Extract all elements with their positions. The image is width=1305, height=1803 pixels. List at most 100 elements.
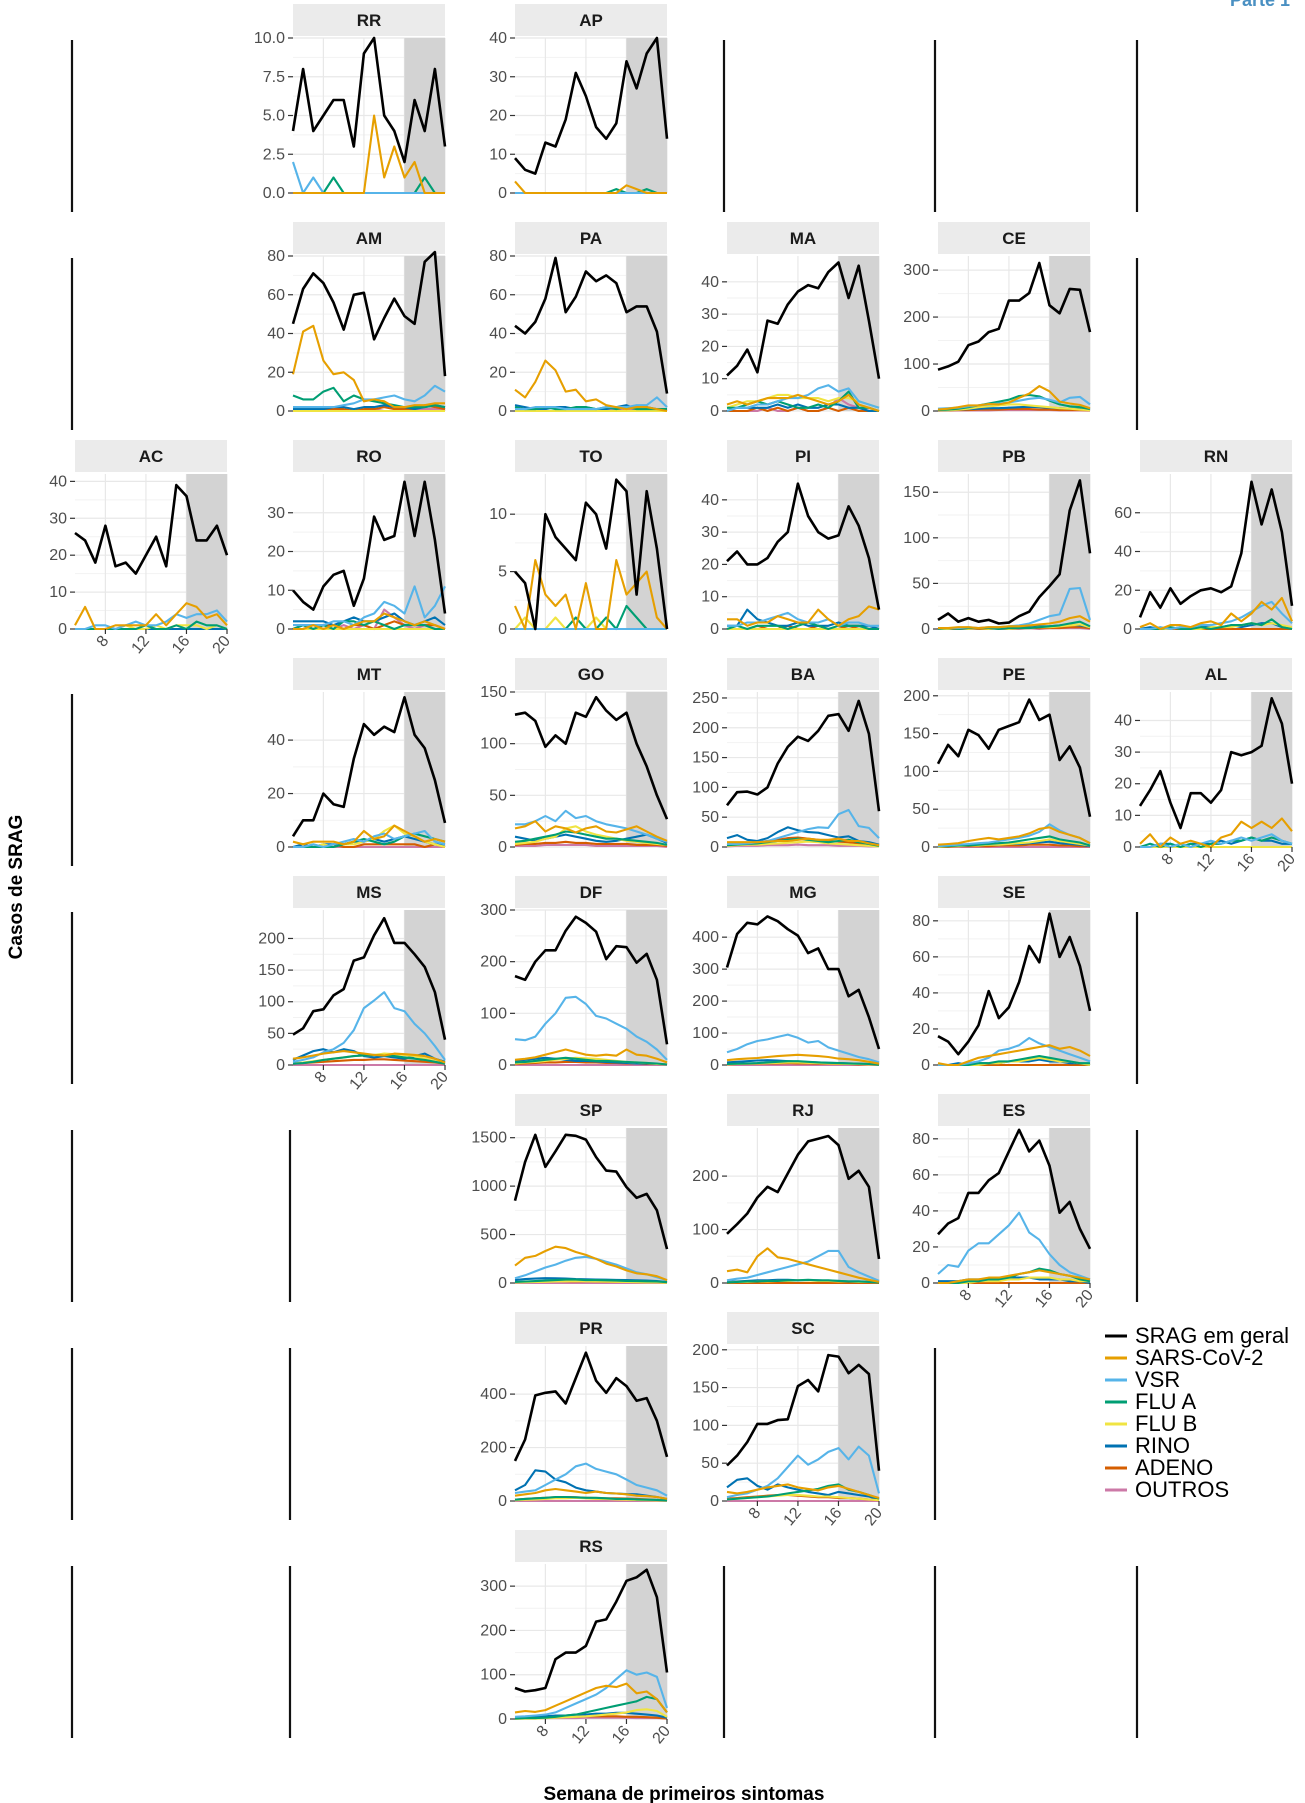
y-tick-label: 10 xyxy=(489,146,507,163)
series-line-sars-cov-2 xyxy=(938,615,1091,630)
y-tick-label: 300 xyxy=(903,262,930,279)
y-tick-label: 400 xyxy=(692,929,719,946)
x-tick-label: 12 xyxy=(1194,851,1219,876)
y-tick-label: 40 xyxy=(1114,712,1132,729)
y-tick-label: 30 xyxy=(49,510,67,527)
y-tick-label: 5.0 xyxy=(263,108,285,125)
panel-strip xyxy=(515,1094,667,1126)
y-tick-label: 0 xyxy=(276,621,285,638)
y-tick-label: 20 xyxy=(701,556,719,573)
legend-item: FLU B xyxy=(1105,1411,1197,1436)
y-tick-label: 50 xyxy=(912,801,930,818)
legend-item: ADENO xyxy=(1105,1455,1213,1480)
series-line-flu-a xyxy=(938,835,1091,848)
y-tick-label: 0 xyxy=(921,403,930,420)
panel-title: MT xyxy=(357,665,382,684)
panel-title: PB xyxy=(1002,447,1026,466)
panel-title: AC xyxy=(139,447,164,466)
y-tick-label: 7.5 xyxy=(263,69,285,86)
y-tick-label: 300 xyxy=(480,902,507,919)
x-tick-label: 20 xyxy=(428,1069,453,1094)
y-tick-label: 2.5 xyxy=(263,146,285,163)
shaded-region xyxy=(1049,474,1090,629)
series-line-srag-em-geral xyxy=(514,695,669,820)
series-line-sars-cov-2 xyxy=(291,324,445,409)
panel-ms: MS 0 50 100 150 200 8 12 16 20 xyxy=(258,876,452,1093)
x-tick-label: 20 xyxy=(1073,1287,1098,1312)
series-line-sars-cov-2 xyxy=(293,114,445,195)
series-line-srag-em-geral xyxy=(1138,696,1294,830)
panel-strip xyxy=(515,440,667,472)
y-tick-label: 0 xyxy=(276,839,285,856)
series-line-sars-cov-2 xyxy=(938,1269,1091,1285)
y-tick-label: 0 xyxy=(498,1057,507,1074)
y-tick-label: 0 xyxy=(921,839,930,856)
panel-ba: BA 0 50 100 150 200 250 xyxy=(692,658,881,856)
y-tick-label: 40 xyxy=(267,732,285,749)
series-line-srag-em-geral xyxy=(514,478,669,631)
panel-strip xyxy=(293,876,445,908)
panel-strip xyxy=(1140,440,1292,472)
panel-pe: PE 0 50 100 150 200 xyxy=(903,658,1092,856)
panel-ma: MA 0 10 20 30 40 xyxy=(701,222,881,420)
y-tick-label: 40 xyxy=(267,326,285,343)
series-line-vsr xyxy=(293,585,446,627)
y-tick-label: 40 xyxy=(1114,544,1132,561)
series-line-srag-em-geral xyxy=(74,483,229,575)
shaded-region xyxy=(626,1346,667,1501)
y-tick-label: 10 xyxy=(267,582,285,599)
panel-pa: PA 0 20 40 60 80 xyxy=(489,222,669,420)
panel-strip xyxy=(938,440,1090,472)
y-tick-label: 80 xyxy=(912,1131,930,1148)
x-tick-label: 16 xyxy=(609,1723,634,1748)
panel-df: DF 0 100 200 300 xyxy=(480,876,669,1074)
x-tick-label: 20 xyxy=(862,1505,887,1530)
y-tick-label: 500 xyxy=(480,1227,507,1244)
series-line-rino xyxy=(514,1711,668,1719)
y-tick-label: 0 xyxy=(498,1275,507,1292)
y-tick-label: 0 xyxy=(498,185,507,202)
y-tick-label: 60 xyxy=(912,949,930,966)
series-line-srag-em-geral xyxy=(514,36,669,175)
series-line-srag-em-geral xyxy=(936,698,1092,818)
y-tick-label: 0 xyxy=(710,1493,719,1510)
panel-title: AP xyxy=(579,11,603,30)
y-tick-label: 5 xyxy=(498,564,507,581)
y-tick-label: 300 xyxy=(692,961,719,978)
y-tick-label: 100 xyxy=(903,530,930,547)
series-line-srag-em-geral xyxy=(726,1134,881,1260)
shaded-region xyxy=(1049,256,1090,411)
legend-label: VSR xyxy=(1135,1367,1180,1392)
y-tick-label: 40 xyxy=(701,274,719,291)
y-tick-label: 60 xyxy=(489,287,507,304)
y-tick-label: 0 xyxy=(498,403,507,420)
series-line-srag-em-geral xyxy=(937,912,1092,1056)
y-tick-label: 60 xyxy=(1114,505,1132,522)
panel-title: ES xyxy=(1003,1101,1026,1120)
x-tick-label: 16 xyxy=(821,1505,846,1530)
x-tick-label: 20 xyxy=(650,1723,675,1748)
x-tick-label: 8 xyxy=(1159,851,1178,869)
x-tick-label: 20 xyxy=(210,633,235,658)
panel-es: ES 0 20 40 60 80 8 12 16 20 xyxy=(912,1094,1097,1311)
panel-title: CE xyxy=(1002,229,1026,248)
y-tick-label: 20 xyxy=(267,544,285,561)
y-tick-label: 100 xyxy=(480,736,507,753)
series-line-srag-em-geral xyxy=(513,1133,669,1250)
y-tick-label: 20 xyxy=(1114,582,1132,599)
shaded-region xyxy=(838,1346,879,1501)
panel-strip xyxy=(727,440,879,472)
shaded-region xyxy=(186,474,227,629)
shaded-region xyxy=(626,1128,667,1283)
y-tick-label: 150 xyxy=(903,484,930,501)
shaded-region xyxy=(1049,692,1090,847)
series-line-sars-cov-2 xyxy=(726,1053,880,1065)
panel-mt: MT 0 20 40 xyxy=(267,658,447,856)
panel-am: AM 0 20 40 60 80 xyxy=(267,222,447,420)
panel-strip xyxy=(938,876,1090,908)
y-tick-label: 100 xyxy=(480,1005,507,1022)
x-axis-title: Semana de primeiros sintomas xyxy=(544,1784,825,1803)
panel-ce: CE 0 100 200 300 xyxy=(903,222,1092,420)
shaded-region xyxy=(838,474,879,629)
legend-label: SRAG em geral xyxy=(1135,1323,1289,1348)
